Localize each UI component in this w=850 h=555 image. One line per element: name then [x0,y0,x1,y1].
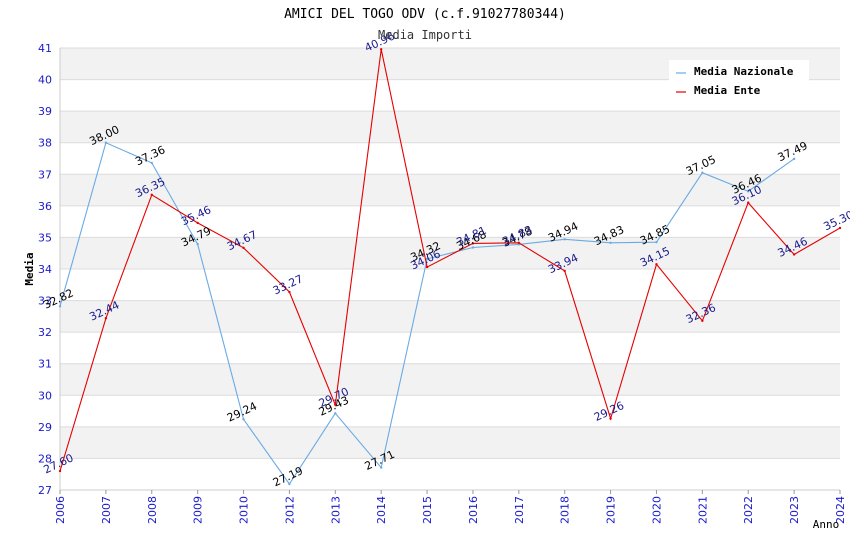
x-tick-label: 2024 [834,496,847,524]
x-tick-label: 2022 [742,496,755,524]
x-tick-label: 2017 [513,496,526,524]
data-point [242,246,245,250]
y-tick-label: 38 [38,137,52,150]
data-point [471,242,475,245]
y-tick-label: 37 [38,168,52,181]
data-point [196,221,199,225]
band-28 [60,426,840,459]
data-point [747,201,750,204]
y-tick-labels: 27 28 29 30 31 32 33 34 35 36 37 38 39 40 41 [38,42,52,497]
band-30 [60,363,840,396]
data-point [288,290,291,294]
x-tick-label: 2009 [192,496,205,524]
data-point [242,418,245,421]
data-point [609,241,612,244]
x-tick-label: 2013 [329,496,342,524]
data-point [379,48,383,51]
y-tick-label: 35 [38,231,52,244]
data-point [655,240,658,244]
y-tick-label: 32 [38,326,52,339]
series-lines [58,48,842,486]
x-axis-label: Anno [813,518,840,531]
x-tick-label: 2007 [100,496,113,524]
x-tick-label: 2018 [559,496,572,524]
data-point [288,482,291,486]
data-point [196,242,199,246]
y-tick-label: 41 [38,42,52,55]
data-point [104,141,108,144]
data-point [747,190,750,193]
y-tick-label: 34 [38,263,52,276]
legend: Media Nazionale Media Ente [669,60,809,102]
data-point [563,238,566,241]
y-tick-label: 30 [38,389,52,402]
data-point [838,226,842,230]
data-point [792,253,796,256]
chart-title: AMICI DEL TOGO ODV (c.f.91027780344) [284,7,566,22]
y-axis-label: Media [23,252,36,285]
x-tick-label: 2008 [146,496,159,524]
legend-box [669,60,809,102]
x-tick-label: 2012 [283,496,296,524]
series-line-ente [59,49,841,472]
x-tick-label: 2006 [54,496,67,524]
y-tick-label: 36 [38,200,52,213]
y-tick-label: 39 [38,105,52,118]
chart-subtitle: Media Importi [378,28,472,42]
y-tick-label: 31 [38,358,52,371]
data-point [425,257,429,261]
x-tick-label: 2010 [238,496,251,524]
data-point [655,263,658,266]
data-point [701,171,704,174]
band-32 [60,300,840,333]
x-tick-label: 2019 [605,496,618,524]
legend-label-ente: Media Ente [694,84,761,97]
data-point [150,161,153,165]
data-point [563,269,566,273]
x-tick-label: 2014 [375,496,388,524]
band-38 [60,111,840,143]
y-tick-label: 33 [38,295,52,308]
data-point [58,469,62,473]
data-point [334,403,337,406]
x-tick-label: 2020 [650,496,663,524]
legend-label-nazionale: Media Nazionale [694,65,794,78]
data-point [425,265,429,269]
axes [59,48,840,491]
y-tick-label: 27 [38,484,52,497]
data-point [58,305,62,308]
data-point [792,157,796,161]
x-tick-label: 2016 [467,496,480,524]
x-tick-label: 2021 [696,496,709,524]
data-point [379,466,383,469]
data-point [104,317,108,320]
x-tick-label: 2023 [788,496,801,524]
y-tick-label: 29 [38,421,52,434]
data-point [334,412,337,415]
data-point [517,241,521,244]
x-tick-label: 2015 [421,496,434,524]
data-point [150,193,153,197]
y-tick-label: 28 [38,452,52,465]
data-point [471,246,475,249]
band-36 [60,174,840,206]
x-tick-labels: 2006 2007 2008 2009 2010 2012 2013 2014 2015 2016… [54,490,847,524]
y-tick-label: 40 [38,74,52,87]
data-point [701,319,704,322]
data-point [609,417,612,420]
